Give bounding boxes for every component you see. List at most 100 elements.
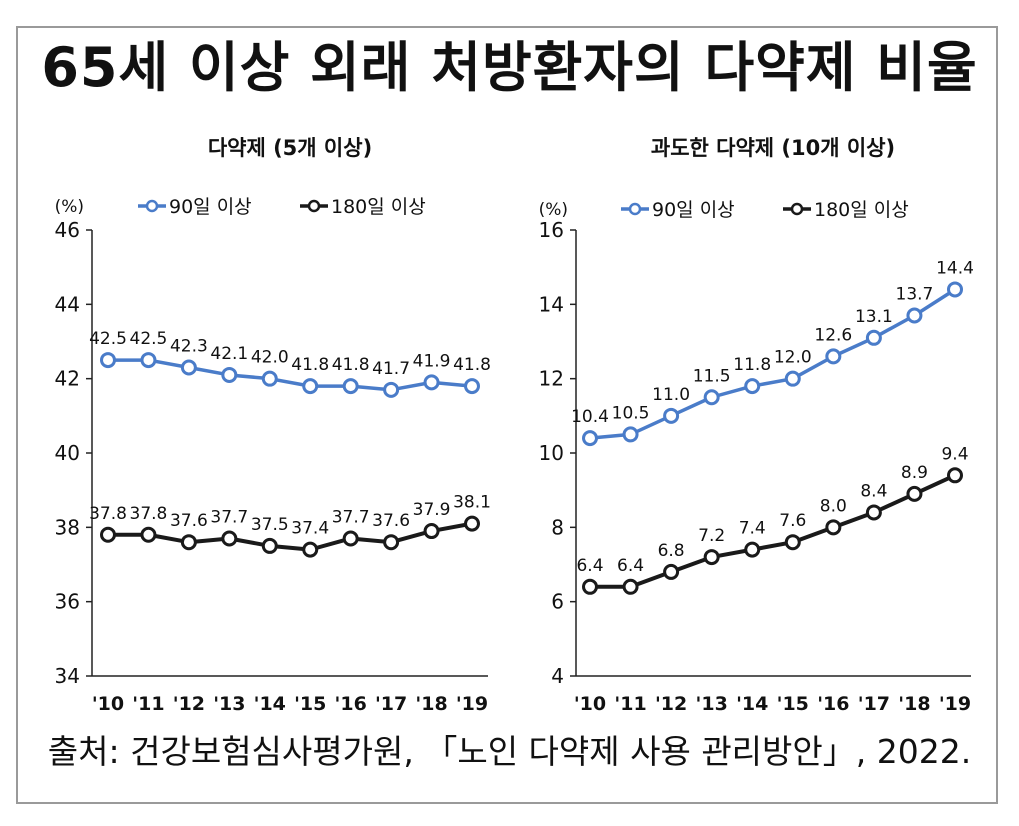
data-label: 13.1 (855, 307, 893, 327)
x-tick-label: '10 (574, 693, 606, 715)
data-label: 41.7 (372, 359, 410, 379)
data-label: 8.0 (820, 496, 847, 516)
data-label: 37.9 (413, 500, 451, 520)
data-point (582, 578, 598, 595)
x-tick-label: '16 (817, 693, 849, 715)
legend-marker (307, 199, 321, 213)
y-tick-label: 36 (55, 590, 80, 614)
x-tick-label: '18 (898, 693, 930, 715)
data-label: 42.3 (170, 337, 208, 357)
x-tick-label: '14 (736, 693, 768, 715)
legend-entry: 180일 이상 (300, 196, 426, 218)
chart-panel-1: 다약제 (5개 이상) (%) 90일 이상 180일 이상 34 36 38 40 42 44 4… (55, 136, 491, 715)
data-point (383, 534, 400, 551)
data-point (383, 381, 400, 398)
data-label: 7.4 (739, 519, 766, 539)
x-tick-label: '15 (294, 693, 326, 715)
data-label: 38.1 (453, 493, 491, 513)
data-label: 37.5 (251, 515, 289, 535)
data-label: 7.2 (698, 526, 725, 546)
data-label: 7.6 (779, 511, 806, 531)
data-point (221, 530, 238, 547)
x-tick-label: '14 (254, 693, 286, 715)
y-tick-label: 4 (551, 664, 564, 688)
x-tick-label: '12 (173, 693, 205, 715)
series-line (589, 287, 956, 440)
data-label: 6.4 (576, 556, 603, 576)
y-tick-label: 10 (539, 441, 564, 465)
data-label: 37.6 (170, 511, 208, 531)
data-label: 37.7 (210, 507, 248, 527)
x-tick-label: '12 (655, 693, 687, 715)
data-label: 11.0 (652, 385, 690, 405)
legend-marker (790, 202, 804, 216)
main-title: 65세 이상 외래 처방환자의 다약제 비율 (41, 36, 978, 99)
data-point (180, 359, 197, 376)
data-point (663, 563, 680, 580)
data-point (784, 370, 801, 387)
data-label: 37.8 (89, 504, 127, 524)
y-tick-label: 16 (539, 218, 564, 242)
data-label: 10.5 (612, 403, 650, 423)
data-point (825, 519, 842, 536)
y-tick-label: 34 (55, 664, 80, 688)
y-unit-label: (%) (55, 197, 84, 217)
legend-entry: 90일 이상 (621, 199, 735, 221)
x-tick-label: '15 (777, 693, 809, 715)
y-tick-label: 6 (551, 590, 564, 614)
legend-marker (145, 199, 159, 213)
y-tick-label: 46 (55, 218, 80, 242)
data-point (947, 467, 963, 484)
data-point (100, 526, 116, 543)
data-point (423, 374, 440, 391)
panel-title: 다약제 (5개 이상) (208, 136, 372, 160)
legend-entry: 180일 이상 (783, 199, 909, 221)
y-tick-label: 38 (55, 515, 80, 539)
data-point (825, 348, 842, 365)
data-label: 13.7 (896, 284, 934, 304)
series-90-days: 10.4 10.511.011.511.8 12.012.613.113.714.4 (571, 258, 974, 447)
data-label: 42.5 (89, 329, 127, 349)
y-tick-label: 12 (539, 367, 564, 391)
series-180-days: 6.4 6.4 6.8 7.2 7.4 7.6 8.0 8.4 8.9 9.4 (576, 444, 969, 595)
data-label: 37.4 (291, 519, 329, 539)
data-label: 12.0 (774, 348, 812, 368)
y-tick-label: 8 (551, 515, 564, 539)
data-point (703, 549, 720, 566)
data-label: 41.9 (413, 351, 451, 371)
data-point (703, 389, 720, 406)
data-point (464, 378, 480, 395)
y-tick-label: 40 (55, 441, 80, 465)
data-label: 6.4 (617, 556, 644, 576)
data-point (906, 485, 923, 502)
series-line (590, 473, 956, 589)
x-tick-label: '18 (415, 693, 447, 715)
x-tick-label: '10 (92, 693, 124, 715)
legend-label: 180일 이상 (814, 199, 909, 221)
data-point (464, 515, 480, 532)
data-label: 6.8 (658, 541, 685, 561)
data-point (180, 534, 197, 551)
data-label: 41.8 (332, 355, 370, 375)
legend-label: 90일 이상 (652, 199, 735, 221)
data-label: 12.6 (814, 325, 852, 345)
data-point (744, 378, 761, 395)
series-180-days: 37.8 37.8 37.6 37.7 37.5 37.437.7 37.637.9 38.1 (89, 493, 491, 558)
legend-entry: 90일 이상 (138, 196, 252, 218)
x-tick-label: '11 (132, 693, 164, 715)
series-90-days: 42.5 42.5 42.3 42.1 42.0 41.8 41.8 41.7 41.9 41.8 (89, 329, 491, 398)
y-tick-label: 14 (539, 292, 564, 316)
legend-label: 180일 이상 (331, 196, 426, 218)
data-label: 41.8 (291, 355, 329, 375)
data-point (140, 526, 157, 543)
data-label: 37.7 (332, 507, 370, 527)
data-point (865, 504, 882, 521)
y-tick-label: 44 (55, 292, 80, 316)
chart-panel-2: 과도한 다약제 (10개 이상) (%) 90일 이상 180일 이상 4 6 8 10 12 1… (539, 136, 974, 715)
data-point (342, 378, 359, 395)
data-point (342, 530, 359, 547)
data-label: 37.8 (130, 504, 168, 524)
data-point (744, 541, 761, 558)
x-tick-label: '11 (614, 693, 646, 715)
